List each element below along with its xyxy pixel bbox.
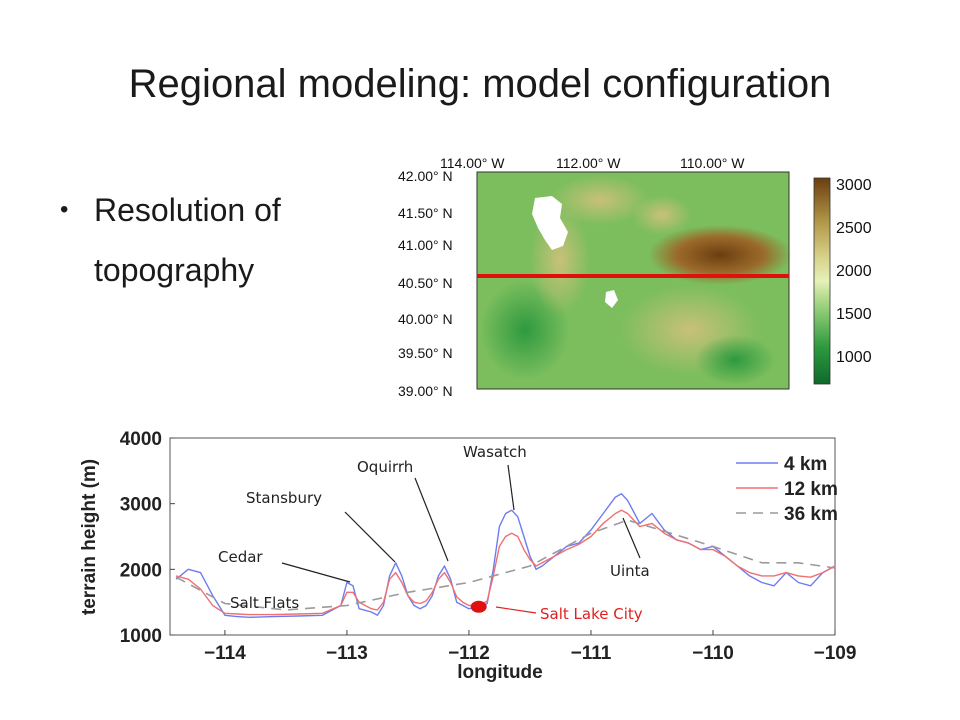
- map-lon-label: 112.00° W: [556, 155, 621, 171]
- x-tick-label: −110: [692, 643, 734, 664]
- tick-layer: −114 −113 −112 −111 −110 −109 1000 2000 3000 4000: [120, 429, 857, 664]
- y-tick-label: 2000: [120, 560, 162, 581]
- legend-label: 4 km: [784, 454, 827, 475]
- annotation-arrow: [344, 511, 396, 563]
- x-tick-label: −113: [326, 643, 368, 664]
- map-frame: [476, 171, 790, 390]
- slide-title: Regional modeling: model configuration: [128, 62, 832, 106]
- bullet-dot: •: [60, 196, 69, 223]
- plot-area: [169, 437, 836, 636]
- colorbar-label: 1000: [836, 349, 872, 366]
- x-axis-label: longitude: [457, 662, 542, 683]
- annotation-arrow: [281, 562, 351, 583]
- annotations: Wasatch Oquirrh Stansbury Cedar Salt Fla…: [218, 443, 650, 623]
- colorbar-label: 3000: [836, 177, 872, 194]
- legend: 4 km 12 km 36 km: [736, 454, 838, 525]
- colorbar-label: 2000: [836, 263, 872, 280]
- y-axis-label: terrain height (m): [79, 459, 100, 615]
- annotation-arrow: [495, 606, 537, 614]
- annotation-arrow: [622, 517, 641, 559]
- colorbar-label: 2500: [836, 220, 872, 237]
- y-tick-label: 3000: [120, 495, 162, 516]
- x-tick-label: −112: [448, 643, 490, 664]
- colorbar-label: 1500: [836, 306, 872, 323]
- uinta-mountains: [648, 225, 792, 285]
- terrain-profile-chart: −114 −113 −112 −111 −110 −109 1000 2000 3000 4000…: [79, 429, 856, 683]
- y-tick-label: 1000: [120, 626, 162, 647]
- annotation-uinta: Uinta: [610, 562, 650, 580]
- great-salt-lake: [532, 196, 568, 250]
- x-tick-label: −109: [814, 643, 857, 664]
- bullet-text: Resolution of topography: [94, 192, 281, 288]
- x-tick-label: −114: [204, 643, 246, 664]
- x-tick-label: −111: [571, 643, 612, 664]
- colorbar-ramp: [813, 177, 831, 385]
- map-lat-label: 40.50° N: [398, 275, 453, 291]
- annotation-salt-lake-city: Salt Lake City: [540, 605, 643, 623]
- map-lat-label: 41.50° N: [398, 205, 453, 221]
- colorbar: 3000 2500 2000 1500 1000: [813, 177, 872, 385]
- topography-map: 114.00° W 112.00° W 110.00° W 42.00° N 4…: [398, 155, 792, 399]
- map-lon-label: 114.00° W: [440, 155, 505, 171]
- annotation-cedar: Cedar: [218, 548, 263, 566]
- series-line-36-km: [175, 519, 836, 611]
- map-lat-label: 40.00° N: [398, 311, 453, 327]
- map-lat-label: 39.00° N: [398, 383, 453, 399]
- legend-label: 12 km: [784, 479, 838, 500]
- series-line-12-km: [175, 509, 836, 616]
- y-tick-label: 4000: [120, 429, 162, 450]
- annotation-oquirrh: Oquirrh: [357, 458, 413, 476]
- legend-label: 36 km: [784, 504, 838, 525]
- map-lat-label: 41.00° N: [398, 237, 453, 253]
- map-lat-label: 42.00° N: [398, 168, 453, 184]
- annotation-salt-flats: Salt Flats: [230, 594, 299, 612]
- salt-lake-city-marker: [470, 600, 487, 613]
- map-lon-label: 110.00° W: [680, 155, 745, 171]
- annotation-wasatch: Wasatch: [463, 443, 527, 461]
- map-lat-label: 39.50° N: [398, 345, 453, 361]
- annotation-arrow: [414, 477, 449, 562]
- series-layer: [175, 493, 836, 618]
- annotation-stansbury: Stansbury: [246, 489, 322, 507]
- utah-lake: [605, 290, 618, 308]
- annotation-arrow: [507, 464, 515, 511]
